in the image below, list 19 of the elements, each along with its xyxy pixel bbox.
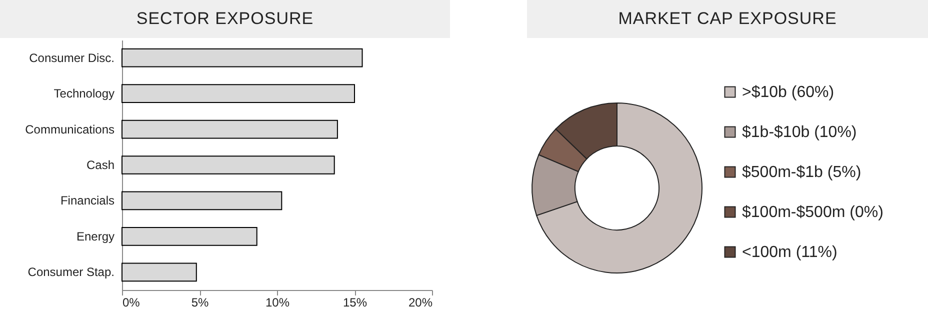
chart-title: SECTOR EXPOSURE (0, 0, 450, 38)
chart-title: MARKET CAP EXPOSURE (527, 0, 928, 38)
x-tick-label: 0% (122, 296, 140, 310)
legend-label: $500m-$1b (5%) (742, 164, 862, 181)
x-tick-label: 15% (342, 296, 368, 310)
x-tick-label: 20% (408, 296, 433, 310)
y-tick-label: Technology (54, 86, 114, 101)
y-tick-label: Consumer Disc. (29, 50, 114, 65)
legend-label: <100m (11%) (742, 244, 838, 261)
x-tick-label: 10% (265, 296, 290, 310)
y-tick-label: Energy (76, 229, 114, 244)
y-tick-label: Communications (25, 122, 114, 136)
y-tick-label: Cash (86, 158, 114, 172)
legend-label: $100m-$500m (0%) (742, 204, 884, 221)
legend-label: $1b-$10b (10%) (742, 124, 857, 141)
y-tick-label: Consumer Stap. (28, 265, 114, 280)
y-tick-label: Financials (60, 194, 114, 208)
x-tick-label: 5% (191, 296, 209, 310)
legend-label: >$10b (60%) (742, 84, 834, 101)
